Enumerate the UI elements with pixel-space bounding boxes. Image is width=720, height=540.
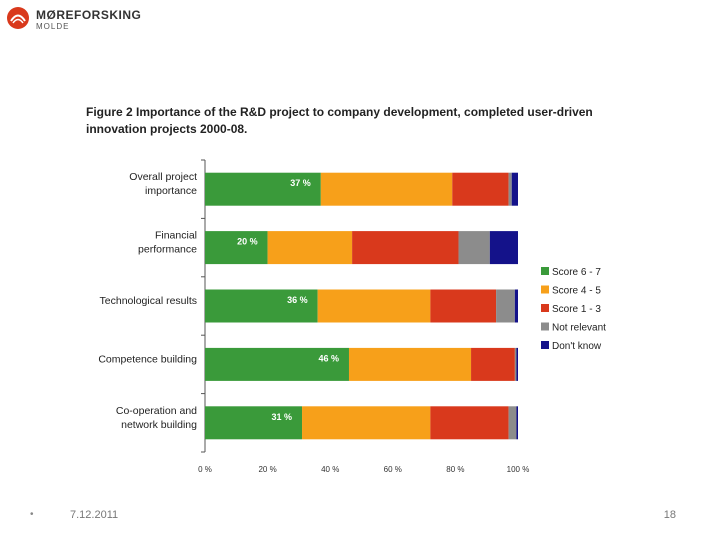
bar-segment (516, 347, 518, 381)
bar-segment (320, 172, 453, 206)
bar-segment (205, 406, 303, 440)
bar-segment (514, 289, 518, 323)
category-label-line: network building (121, 419, 197, 431)
chart-title: Figure 2 Importance of the R&D project t… (86, 105, 593, 136)
legend-label: Not relevant (552, 323, 606, 334)
legend-label: Don't know (552, 341, 602, 352)
bar-segment (516, 406, 518, 440)
bar-segment (508, 406, 517, 440)
bar-segment (267, 231, 353, 265)
category-label: Competence building (98, 353, 197, 365)
bar-segment (452, 172, 509, 206)
legend-swatch (541, 341, 549, 349)
x-tick-label: 0 % (198, 465, 212, 474)
bar-segment (430, 406, 509, 440)
legend-swatch (541, 267, 549, 275)
bar-segment (352, 231, 459, 265)
category-label-line: importance (145, 185, 197, 197)
category-label: Co-operation and network building (116, 405, 197, 431)
data-label: 31 % (272, 412, 293, 422)
legend-label: Score 6 - 7 (552, 267, 601, 278)
bar-segment (430, 289, 497, 323)
legend-swatch (541, 304, 549, 312)
bar-segment (205, 172, 321, 206)
legend-label: Score 1 - 3 (552, 304, 601, 315)
footer-date: 7.12.2011 (70, 509, 119, 521)
page-number: 18 (663, 509, 676, 521)
footer-bullet: • (30, 509, 34, 520)
bar-segment (489, 231, 518, 265)
brand-logo: MØREFORSKING MOLDE (6, 6, 166, 32)
x-tick-label: 80 % (446, 465, 464, 474)
bar-segment (302, 406, 431, 440)
category-label: Technological results (100, 295, 197, 307)
bar-segment (508, 172, 512, 206)
category-label: Financial performance (138, 230, 197, 256)
legend-swatch (541, 285, 549, 294)
bar-segment (205, 231, 268, 265)
bar-segment (205, 289, 318, 323)
category-label-line: Competence building (98, 353, 197, 365)
bar-segment (205, 347, 349, 381)
x-tick-label: 100 % (507, 465, 530, 474)
brand-logo-icon (7, 7, 29, 29)
bar-segment (458, 231, 490, 265)
x-tick-label: 40 % (321, 465, 339, 474)
data-label: 36 % (287, 295, 308, 305)
x-tick-label: 20 % (258, 465, 276, 474)
category-label-line: Overall project (129, 171, 197, 183)
data-label: 20 % (237, 237, 258, 247)
brand-subtitle: MOLDE (36, 22, 70, 31)
brand-name: MØREFORSKING (36, 8, 142, 22)
category-label: Overall project importance (129, 171, 197, 197)
category-label-line: Financial (155, 230, 197, 242)
bar-segment (514, 347, 517, 381)
bar-segment (471, 347, 515, 381)
category-label-line: performance (138, 244, 197, 256)
bar-segment (317, 289, 431, 323)
data-label: 46 % (318, 353, 339, 363)
bar-segment (496, 289, 515, 323)
category-label-line: Co-operation and (116, 405, 197, 417)
legend-swatch (541, 322, 549, 331)
category-label-line: Technological results (100, 295, 197, 307)
bar-segment (348, 347, 472, 381)
legend-label: Score 4 - 5 (552, 286, 601, 297)
bar-segment (511, 172, 518, 206)
x-tick-label: 60 % (384, 465, 402, 474)
data-label: 37 % (290, 178, 311, 188)
